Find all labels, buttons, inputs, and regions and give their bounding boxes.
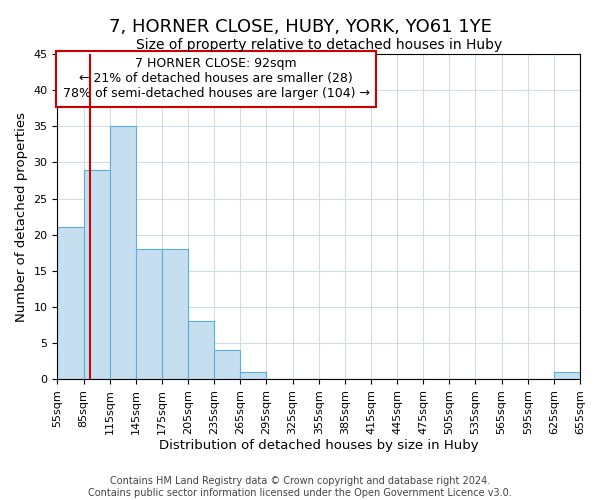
Bar bbox=[188, 322, 214, 379]
Bar bbox=[554, 372, 580, 379]
Bar bbox=[58, 228, 83, 379]
Bar bbox=[241, 372, 266, 379]
Bar bbox=[214, 350, 241, 379]
X-axis label: Distribution of detached houses by size in Huby: Distribution of detached houses by size … bbox=[159, 440, 479, 452]
Text: 7, HORNER CLOSE, HUBY, YORK, YO61 1YE: 7, HORNER CLOSE, HUBY, YORK, YO61 1YE bbox=[109, 18, 491, 36]
Title: Size of property relative to detached houses in Huby: Size of property relative to detached ho… bbox=[136, 38, 502, 52]
Bar bbox=[83, 170, 110, 379]
Text: 7 HORNER CLOSE: 92sqm
← 21% of detached houses are smaller (28)
78% of semi-deta: 7 HORNER CLOSE: 92sqm ← 21% of detached … bbox=[62, 58, 370, 100]
Text: Contains HM Land Registry data © Crown copyright and database right 2024.
Contai: Contains HM Land Registry data © Crown c… bbox=[88, 476, 512, 498]
Bar bbox=[110, 126, 136, 379]
Y-axis label: Number of detached properties: Number of detached properties bbox=[15, 112, 28, 322]
Bar bbox=[136, 249, 162, 379]
Bar bbox=[162, 249, 188, 379]
